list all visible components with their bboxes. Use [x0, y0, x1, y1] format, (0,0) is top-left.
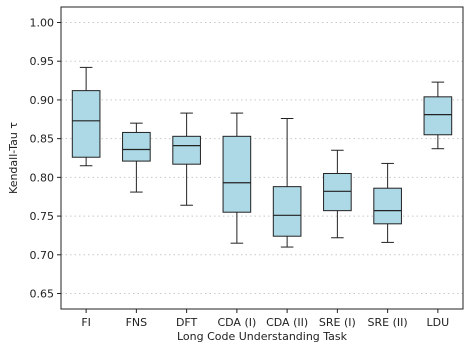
- x-tick-label: CDA (I): [217, 316, 256, 329]
- x-axis-label: Long Code Understanding Task: [177, 330, 348, 343]
- x-tick-label: LDU: [427, 316, 450, 329]
- x-axis-ticks: FI FNS DFT CDA (I) CDA (II) SRE (I) SRE (II) LD…: [81, 309, 449, 329]
- box-ldu: [423, 81, 453, 150]
- iqr-box: [423, 96, 453, 136]
- x-tick-label: FI: [81, 316, 91, 329]
- x-tick-label: FNS: [126, 316, 148, 329]
- y-tick-label: 0.95: [30, 55, 55, 68]
- x-tick-label: SRE (II): [368, 316, 408, 329]
- box-cda-ii: [272, 118, 302, 248]
- y-tick-label: 0.75: [30, 210, 55, 223]
- y-tick-label: 0.70: [30, 249, 55, 262]
- iqr-box: [222, 135, 252, 213]
- box-fi: [71, 66, 101, 167]
- box-cda-i: [222, 112, 252, 244]
- y-tick-label: 0.65: [30, 288, 55, 301]
- x-tick-label: SRE (I): [319, 316, 356, 329]
- y-tick-label: 0.90: [30, 94, 55, 107]
- x-tick-label: CDA (II): [266, 316, 308, 329]
- x-tick-label: DFT: [176, 316, 198, 329]
- iqr-box: [272, 186, 302, 237]
- y-tick-label: 1.00: [30, 16, 55, 29]
- box-dft: [172, 112, 201, 206]
- gridlines: [61, 21, 463, 295]
- iqr-box: [71, 90, 101, 158]
- iqr-box: [323, 172, 352, 212]
- plot-area-frame: [60, 6, 464, 310]
- iqr-box: [122, 131, 151, 162]
- box-sre-ii: [373, 162, 402, 243]
- y-axis-label: Kendall-Tau τ: [7, 122, 20, 194]
- y-tick-label: 0.85: [30, 133, 55, 146]
- iqr-box: [373, 187, 402, 225]
- y-axis-ticks: 0.65 0.70 0.75 0.80 0.85 0.90 0.95 1.00: [30, 16, 61, 301]
- box-fns: [122, 122, 151, 193]
- iqr-box: [172, 135, 201, 165]
- box-series: [71, 66, 453, 248]
- box-sre-i: [323, 149, 352, 239]
- y-tick-label: 0.80: [30, 171, 55, 184]
